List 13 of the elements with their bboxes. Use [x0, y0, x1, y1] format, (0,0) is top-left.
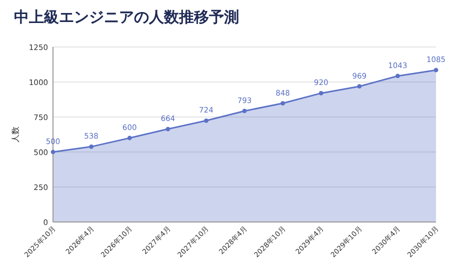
point	[89, 144, 94, 149]
point	[204, 118, 208, 123]
point	[318, 91, 324, 96]
chart-title: 中上級エンジニアの人数推移予測	[14, 8, 239, 26]
point	[166, 126, 170, 132]
point	[242, 108, 247, 114]
point	[396, 74, 400, 78]
point	[434, 68, 438, 72]
point	[127, 136, 132, 140]
point	[50, 150, 56, 154]
y-axis-title: 人数	[11, 126, 20, 142]
point	[357, 84, 362, 89]
point	[280, 101, 285, 106]
